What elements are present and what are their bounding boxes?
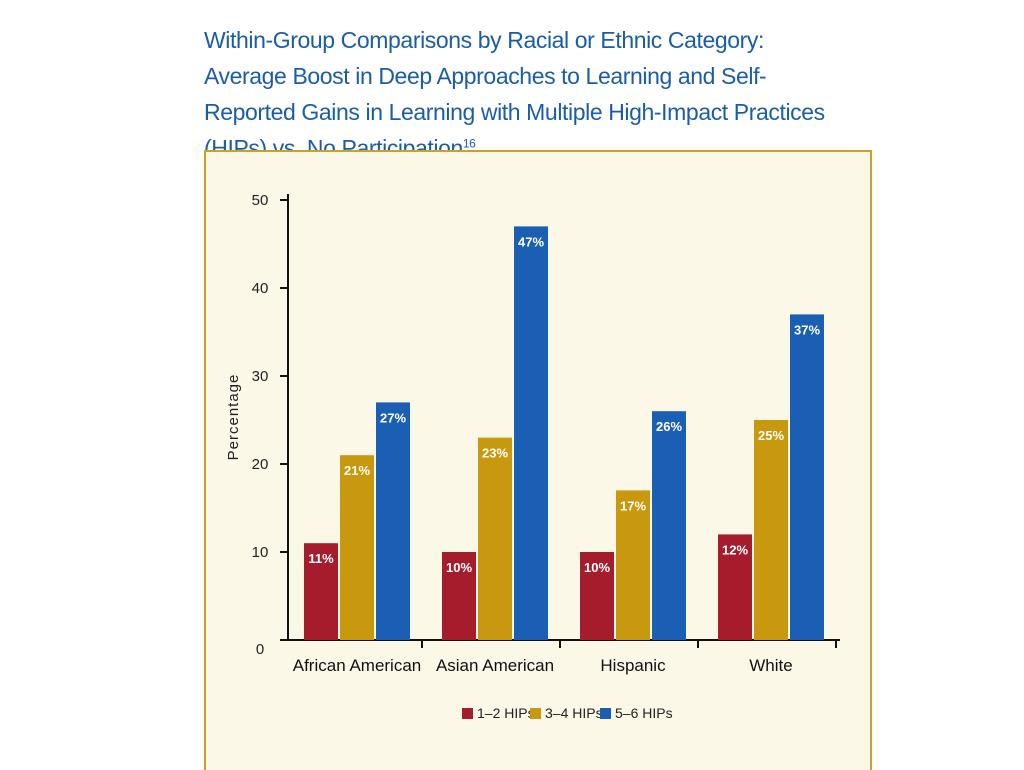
legend-swatch <box>462 708 473 719</box>
x-category-label: White <box>749 656 792 675</box>
bar <box>514 226 548 640</box>
bar-chart: Percentage 0 10 20 30 40 50 African American As… <box>225 192 840 721</box>
y-tick-label: 10 <box>252 544 269 561</box>
chart-title: Within-Group Comparisons by Racial or Et… <box>204 22 844 166</box>
bar <box>580 552 614 640</box>
legend-label: 3–4 HIPs <box>545 705 603 721</box>
bar <box>478 437 512 640</box>
bar-value-label: 47% <box>518 234 544 249</box>
x-category-label: African American <box>293 656 422 675</box>
y-tick-label: 50 <box>252 192 269 209</box>
bar <box>340 455 374 640</box>
chart-panel: Percentage 0 10 20 30 40 50 African American As… <box>204 150 872 770</box>
x-category-label: Asian American <box>436 656 554 675</box>
bar-value-label: 37% <box>794 322 820 337</box>
bar-value-label: 10% <box>446 560 472 575</box>
legend-swatch <box>600 708 611 719</box>
title-footnote: 16 <box>462 136 476 151</box>
axes: 0 10 20 30 40 50 African American Asian America… <box>252 192 840 675</box>
bar-value-label: 17% <box>620 498 646 513</box>
bar <box>754 420 788 640</box>
y-tick-label: 20 <box>252 456 269 473</box>
bar <box>304 543 338 640</box>
bar <box>442 552 476 640</box>
y-tick-label: 40 <box>252 280 269 297</box>
bar <box>616 490 650 640</box>
bar-value-label: 26% <box>656 419 682 434</box>
bars: 11% 21% 27% 10% 23% 47% 10% 17% 26% 12% 25% 37% <box>304 226 824 640</box>
y-tick-label: 0 <box>256 641 264 658</box>
legend-swatch <box>530 708 541 719</box>
y-axis-label: Percentage <box>225 374 242 461</box>
bar-value-label: 25% <box>758 428 784 443</box>
bar-value-label: 10% <box>584 560 610 575</box>
legend-label: 5–6 HIPs <box>615 705 673 721</box>
legend-label: 1–2 HIPs <box>477 705 535 721</box>
x-category-label: Hispanic <box>600 656 666 675</box>
bar-value-label: 11% <box>308 551 334 566</box>
bar <box>718 534 752 640</box>
bar <box>376 402 410 640</box>
bar <box>652 411 686 640</box>
bar-value-label: 23% <box>482 446 508 461</box>
y-tick-label: 30 <box>252 368 269 385</box>
bar <box>790 314 824 640</box>
bar-value-label: 12% <box>722 542 748 557</box>
chart-title-text: Within-Group Comparisons by Racial or Et… <box>204 27 825 161</box>
bar-value-label: 27% <box>380 410 406 425</box>
legend: 1–2 HIPs 3–4 HIPs 5–6 HIPs <box>462 705 673 721</box>
bar-value-label: 21% <box>344 463 370 478</box>
